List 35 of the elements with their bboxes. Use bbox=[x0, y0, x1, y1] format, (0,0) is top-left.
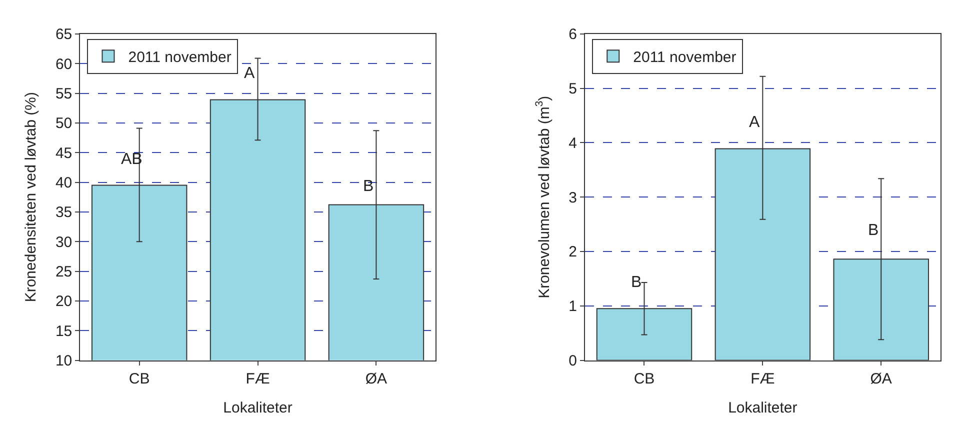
y-tick-label: 4 bbox=[568, 134, 578, 152]
y-tick-label: 6 bbox=[568, 26, 578, 44]
y-tick-label: 55 bbox=[55, 86, 72, 103]
x-tick-label: CB bbox=[128, 370, 150, 388]
y-tick-label: 60 bbox=[55, 56, 72, 73]
y-tick-label: 50 bbox=[55, 115, 72, 132]
legend-label: 2011 november bbox=[633, 48, 736, 66]
y-tick-label: 15 bbox=[55, 322, 72, 340]
annotation: A bbox=[749, 114, 760, 131]
y-tick-label: 10 bbox=[55, 352, 72, 370]
x-axis-title: Lokaliteter bbox=[223, 399, 292, 416]
y-tick-label: 5 bbox=[568, 80, 578, 98]
x-tick-label: FÆ bbox=[246, 370, 270, 388]
y-axis-title: Kronedensiteten ved løvtab (%) bbox=[22, 92, 40, 302]
annotation: B bbox=[868, 222, 879, 239]
y-tick-label: 1 bbox=[568, 298, 578, 316]
y-tick-label: 30 bbox=[55, 234, 72, 251]
y-tick-label: 3 bbox=[568, 189, 578, 206]
y-tick-label: 35 bbox=[55, 204, 72, 222]
annotation: B bbox=[631, 274, 642, 291]
x-tick-label: ØA bbox=[870, 370, 892, 388]
y-tick-label: 20 bbox=[55, 293, 72, 310]
y-tick-label: 45 bbox=[55, 144, 72, 162]
legend-label: 2011 november bbox=[128, 48, 232, 66]
y-tick-label: 0 bbox=[568, 352, 578, 370]
y-tick-label: 65 bbox=[55, 26, 72, 44]
annotation: A bbox=[244, 65, 255, 82]
y-tick-label: 2 bbox=[568, 244, 578, 261]
annotation: B bbox=[363, 178, 374, 195]
y-tick-label: 40 bbox=[55, 174, 72, 192]
x-tick-label: CB bbox=[634, 370, 655, 388]
y-tick-label: 25 bbox=[55, 264, 72, 281]
x-axis-title: Lokaliteter bbox=[728, 399, 798, 416]
x-tick-label: FÆ bbox=[750, 370, 775, 388]
x-tick-label: ØA bbox=[365, 370, 388, 388]
